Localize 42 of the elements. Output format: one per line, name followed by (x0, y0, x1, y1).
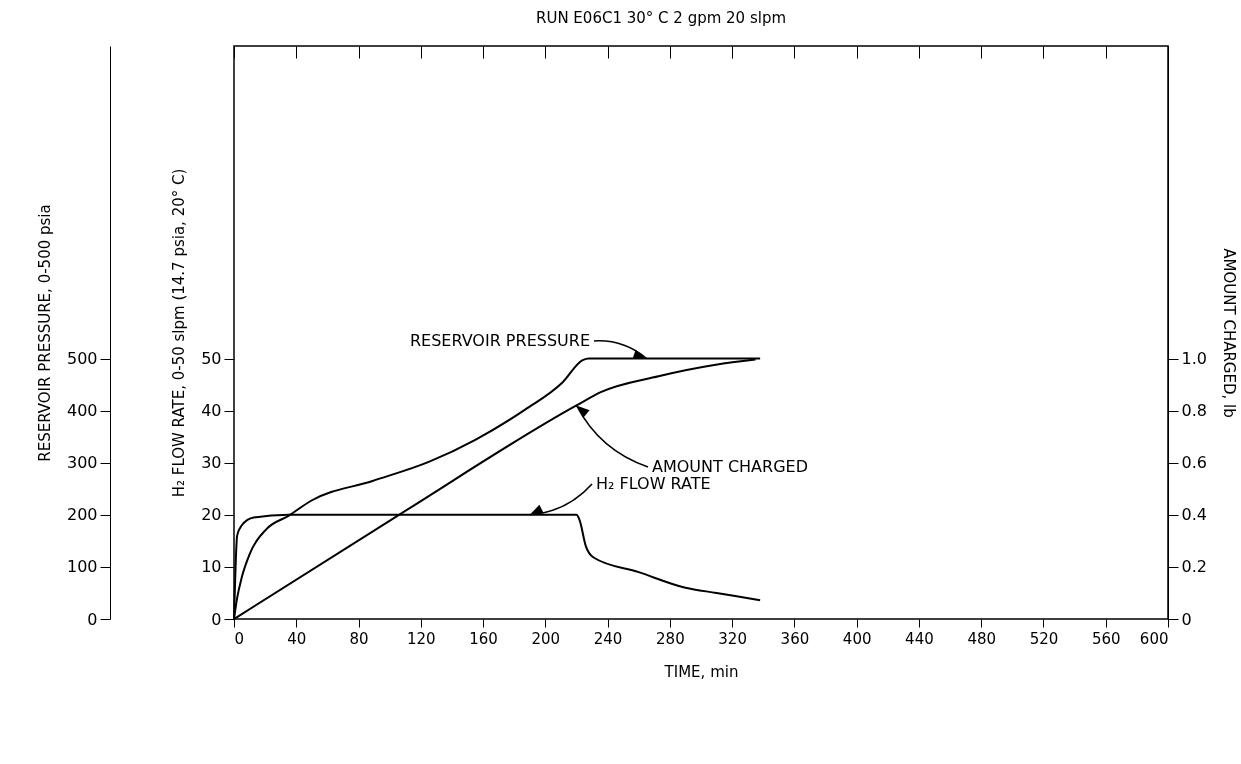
y-tick-label: 100 (66, 557, 98, 577)
y-axis-title: RESERVOIR PRESSURE, 0-500 psia (35, 204, 54, 462)
x-tick-label: 120 (406, 629, 436, 648)
x-tick-label: 160 (469, 629, 498, 648)
x-tick-label: 240 (593, 629, 623, 648)
x-axis-title: TIME, min (663, 662, 739, 681)
annotation: RESERVOIR PRESSURE (409, 331, 590, 350)
chart-title: RUN E06C1 30° C 2 gpm 20 slpm (535, 8, 787, 27)
y3-tick-label: 50 (201, 349, 222, 369)
y-tick-label: 500 (66, 349, 98, 369)
y3-tick-label: 0 (211, 609, 222, 629)
annotation: AMOUNT CHARGED (652, 457, 808, 476)
y2-tick-label: 0.2 (1181, 557, 1207, 577)
y2-tick-label: 0.4 (1181, 505, 1207, 525)
x-tick-label: 440 (905, 629, 934, 648)
x-tick-label: 200 (531, 629, 561, 648)
x-tick-label: 40 (287, 629, 307, 648)
y-tick-label: 200 (66, 505, 98, 525)
y2-axis-title: AMOUNT CHARGED, lb (1219, 248, 1238, 418)
x-tick-label: 520 (1029, 629, 1059, 648)
y-tick-label: 300 (66, 453, 98, 473)
y3-axis-title: H₂ FLOW RATE, 0-50 slpm (14.7 psia, 20° C) (170, 168, 189, 498)
x-tick-label: 360 (780, 629, 810, 648)
y2-tick-label: 0.8 (1181, 401, 1207, 421)
y3-tick-label: 40 (201, 401, 222, 421)
y2-tick-label: 0 (1181, 609, 1192, 629)
x-tick-label: 400 (842, 629, 872, 648)
x-tick-label: 480 (967, 629, 997, 648)
x-tick-label: 560 (1091, 629, 1121, 648)
x-tick-label: 0 (234, 629, 245, 648)
x-tick-label: 80 (349, 629, 369, 648)
y-tick-label: 400 (66, 401, 98, 421)
y3-tick-label: 30 (201, 453, 222, 473)
x-tick-label: 600 (1139, 629, 1169, 648)
x-tick-label: 280 (656, 629, 685, 648)
y2-tick-label: 1.0 (1181, 349, 1207, 369)
y3-tick-label: 20 (201, 505, 222, 525)
annotation: H₂ FLOW RATE (596, 474, 711, 493)
y3-tick-label: 10 (201, 557, 222, 577)
y-tick-label: 0 (87, 609, 98, 629)
x-tick-label: 320 (718, 629, 747, 648)
y2-tick-label: 0.6 (1181, 453, 1207, 473)
